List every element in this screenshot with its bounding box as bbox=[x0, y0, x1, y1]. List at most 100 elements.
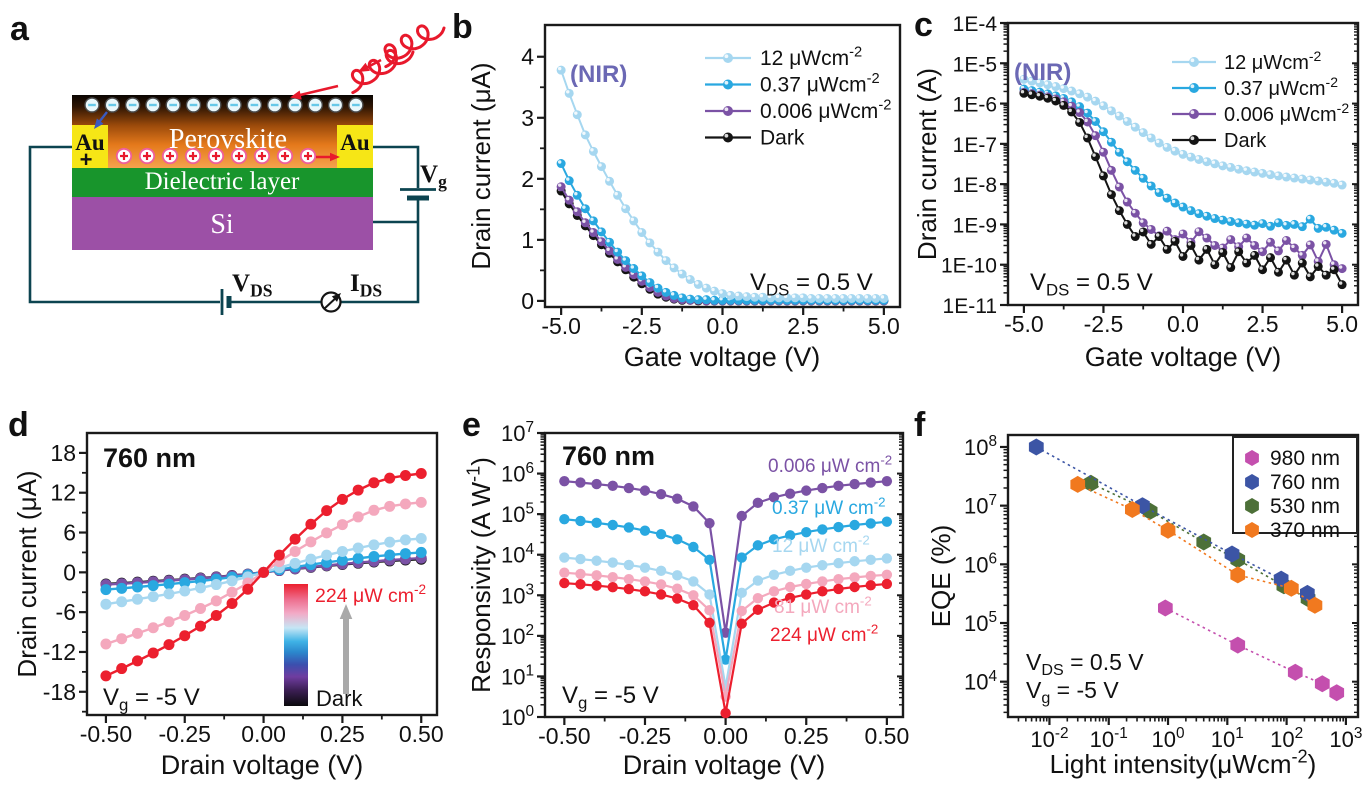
marker-dot bbox=[210, 595, 222, 607]
marker-highlight bbox=[614, 192, 618, 196]
legend-label: 0.006 μWcm-2 bbox=[1224, 100, 1349, 126]
marker-ball bbox=[1178, 202, 1188, 212]
marker-highlight bbox=[1338, 230, 1343, 234]
marker-highlight bbox=[1275, 219, 1279, 223]
intensity-colorbar: 224 μW cm-2 Dark bbox=[284, 582, 426, 711]
marker-ball bbox=[1075, 117, 1085, 127]
marker-highlight bbox=[1235, 243, 1239, 247]
y-tick-label: -12 bbox=[43, 639, 76, 665]
marker-dot bbox=[704, 617, 715, 628]
marker-highlight bbox=[1036, 79, 1041, 84]
marker-dot bbox=[116, 582, 128, 594]
circuit-wire bbox=[341, 200, 420, 304]
marker-highlight bbox=[1140, 129, 1144, 133]
marker-dot bbox=[131, 627, 143, 639]
marker-highlight bbox=[1171, 147, 1176, 152]
circuit-wire bbox=[28, 145, 220, 304]
y-tick-label: 0 bbox=[521, 288, 534, 314]
marker-dot bbox=[865, 554, 876, 565]
marker-dot bbox=[368, 477, 380, 489]
marker-highlight bbox=[703, 296, 707, 300]
marker-ball bbox=[1242, 219, 1252, 229]
marker-ball bbox=[1313, 176, 1323, 186]
marker-highlight bbox=[1283, 256, 1287, 261]
marker-ball bbox=[685, 294, 695, 304]
marker-dot bbox=[415, 496, 427, 508]
marker-dot bbox=[768, 569, 780, 580]
nir-photon-icon bbox=[383, 24, 446, 69]
panel-b: -5.0 -2.5 0.0 2.5 5.0 0 1 2 3 4 12 μWcm-20.37 μWcm… bbox=[466, 23, 902, 372]
marker-dot bbox=[881, 578, 893, 590]
marker-hexagon bbox=[1283, 579, 1299, 597]
marker-highlight bbox=[751, 293, 756, 298]
marker-dot bbox=[655, 565, 667, 577]
marker-highlight bbox=[816, 295, 820, 299]
marker-highlight bbox=[840, 295, 844, 299]
marker-dot bbox=[163, 578, 175, 590]
marker-highlight bbox=[1140, 228, 1144, 233]
marker-highlight bbox=[1060, 102, 1064, 106]
marker-ball bbox=[1226, 162, 1236, 172]
series-line bbox=[1077, 483, 1316, 606]
marker-highlight bbox=[1243, 234, 1247, 239]
marker-dot bbox=[273, 549, 285, 561]
marker-ball bbox=[588, 146, 598, 156]
marker-dot bbox=[559, 567, 570, 578]
annotation: 224 μW cm-2 bbox=[770, 621, 878, 646]
marker-highlight bbox=[1338, 181, 1343, 186]
vds-label: VDS bbox=[232, 270, 272, 301]
marker-ball bbox=[1305, 272, 1315, 282]
marker-highlight bbox=[1124, 221, 1128, 225]
marker-dot bbox=[321, 549, 333, 561]
marker-highlight bbox=[711, 287, 715, 292]
x-tick-label: 100 bbox=[1152, 725, 1185, 752]
series-p12 bbox=[556, 65, 889, 303]
marker-highlight bbox=[1323, 241, 1327, 245]
legend-label: 980 nm bbox=[1270, 447, 1340, 470]
marker-highlight bbox=[606, 247, 610, 251]
marker-highlight bbox=[1243, 167, 1247, 171]
marker-dot bbox=[720, 627, 731, 638]
marker-ball bbox=[1043, 93, 1053, 103]
marker-highlight bbox=[1163, 144, 1168, 148]
marker-dot bbox=[672, 534, 683, 545]
marker-highlight bbox=[574, 111, 578, 115]
marker-highlight bbox=[1315, 258, 1319, 262]
x-tick-label: 102 bbox=[1270, 725, 1303, 752]
x-tick-label: 0.25 bbox=[784, 723, 829, 749]
marker-ball bbox=[580, 130, 590, 140]
marker-dot bbox=[289, 533, 301, 545]
gold-left-label: Au bbox=[75, 130, 105, 155]
marker-highlight bbox=[1028, 91, 1033, 95]
marker-highlight bbox=[1068, 98, 1072, 103]
legend-label: 370 nm bbox=[1270, 519, 1340, 542]
marker-ball bbox=[1329, 225, 1339, 235]
legend-marker bbox=[1245, 522, 1259, 538]
x-tick-label: 5.0 bbox=[868, 313, 900, 339]
silicon-label: Si bbox=[210, 209, 234, 240]
marker-dot bbox=[639, 525, 651, 536]
series-r224 bbox=[559, 577, 893, 719]
marker-highlight bbox=[1299, 252, 1303, 256]
marker-ball bbox=[645, 278, 655, 288]
marker-highlight bbox=[1084, 118, 1088, 123]
marker-highlight bbox=[654, 248, 659, 253]
annotation: (NIR) bbox=[1014, 59, 1071, 86]
marker-ball bbox=[1321, 177, 1331, 187]
series-p12 bbox=[1019, 74, 1347, 190]
legend-label: Dark bbox=[1224, 130, 1267, 152]
marker-ball bbox=[1202, 157, 1212, 167]
marker-dot bbox=[179, 609, 191, 621]
marker-dot bbox=[131, 655, 143, 667]
marker-ball bbox=[701, 295, 711, 305]
marker-dot bbox=[100, 670, 112, 682]
ids-label: IDS bbox=[350, 270, 382, 301]
marker-highlight bbox=[856, 295, 860, 299]
marker-highlight bbox=[1315, 263, 1319, 267]
marker-dot bbox=[736, 605, 747, 617]
marker-highlight bbox=[590, 217, 594, 222]
annotation: VDS = 0.5 V bbox=[750, 269, 873, 299]
marker-ball bbox=[1178, 229, 1188, 239]
marker-dot bbox=[736, 587, 747, 599]
x-tick-label: 5.0 bbox=[1326, 311, 1358, 337]
